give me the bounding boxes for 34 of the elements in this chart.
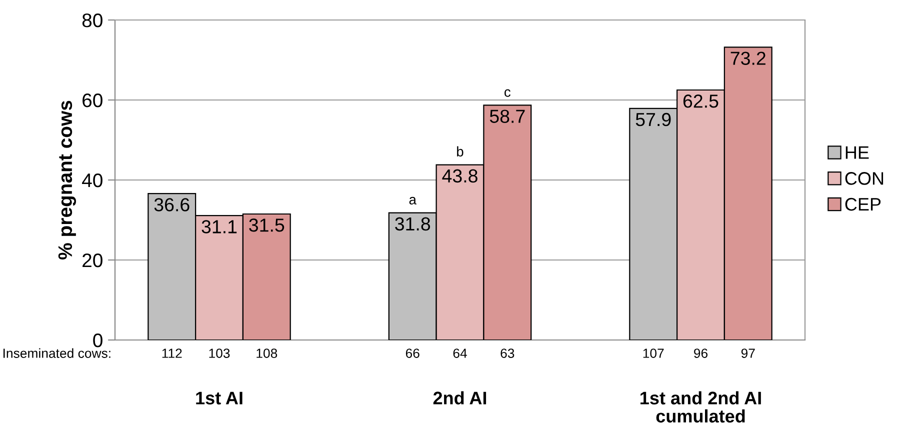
text: 112: [162, 348, 182, 358]
text: 97: [741, 348, 755, 358]
text: 96: [694, 348, 708, 358]
legend-label: HE: [846, 146, 869, 159]
x-tick-label: 1st AI: [196, 392, 242, 404]
y-tick-label: 80: [82, 13, 102, 28]
data-label: 31.8: [395, 217, 430, 231]
data-label: 62.5: [683, 94, 718, 108]
data-label: 73.2: [730, 52, 766, 65]
data-label: 58.7: [490, 110, 525, 123]
data-label: 57.9: [636, 112, 671, 126]
data-label: 31.1: [202, 220, 237, 234]
data-label: 43.8: [442, 169, 478, 183]
data-label: 31.5: [249, 218, 284, 232]
y-tick-label: 60: [82, 93, 102, 108]
data-label: 36.6: [154, 198, 190, 212]
y-tick-label: 40: [82, 173, 102, 188]
y-tick-label: 0: [93, 333, 102, 348]
annotation: a: [409, 196, 416, 204]
x-tick-label: 1st and 2nd AI cumulated: [640, 391, 761, 423]
legend-label: CON: [845, 172, 884, 185]
text: 107: [643, 348, 664, 358]
text: 66: [406, 348, 420, 358]
annotation: c: [504, 89, 510, 97]
y-axis-title: % pregnant cows: [58, 100, 76, 260]
text: 103: [209, 348, 230, 358]
y-tick-label: 20: [82, 253, 102, 268]
text: 108: [256, 348, 278, 358]
text: 63: [500, 348, 514, 358]
text: Inseminated cows:: [4, 348, 110, 358]
annotation: b: [457, 146, 464, 156]
text: 64: [453, 348, 467, 358]
legend-label: CEP: [845, 198, 881, 211]
x-tick-label: 2nd AI: [433, 391, 486, 404]
